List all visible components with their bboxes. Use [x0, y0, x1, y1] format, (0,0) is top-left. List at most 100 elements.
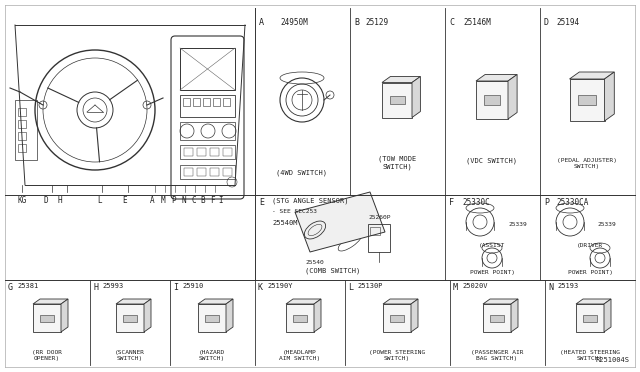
Text: (HEATED STEERING
SWITCH): (HEATED STEERING SWITCH): [560, 350, 620, 361]
Bar: [210, 148, 219, 156]
Text: M: M: [161, 196, 165, 205]
Bar: [18, 132, 26, 140]
Text: POWER POINT): POWER POINT): [470, 270, 515, 275]
Polygon shape: [411, 299, 418, 332]
Bar: [368, 224, 390, 252]
Text: 25339: 25339: [597, 222, 616, 228]
Text: 25260P: 25260P: [368, 215, 390, 220]
Text: E: E: [123, 196, 127, 205]
Bar: [583, 314, 597, 321]
Bar: [18, 120, 26, 128]
Text: 25993: 25993: [102, 283, 124, 289]
Bar: [210, 168, 219, 176]
Text: 25910: 25910: [182, 283, 204, 289]
Text: 25193: 25193: [557, 283, 579, 289]
Bar: [390, 314, 404, 321]
Text: E: E: [259, 198, 264, 207]
Polygon shape: [383, 299, 418, 304]
Polygon shape: [483, 304, 511, 332]
Text: 25540: 25540: [305, 260, 324, 265]
Polygon shape: [508, 74, 517, 119]
Bar: [213, 98, 220, 106]
Bar: [180, 145, 235, 159]
Text: 25339: 25339: [508, 222, 527, 228]
Polygon shape: [198, 299, 233, 304]
Polygon shape: [576, 304, 604, 332]
Text: D: D: [44, 196, 48, 205]
Text: B: B: [354, 18, 359, 27]
Text: M: M: [453, 283, 458, 292]
Bar: [15, 100, 37, 160]
Text: - SEE SEC253: - SEE SEC253: [272, 209, 317, 214]
Text: P: P: [544, 198, 549, 207]
Polygon shape: [286, 299, 321, 304]
Bar: [197, 168, 206, 176]
Text: (HEADLAMP
AIM SWITCH): (HEADLAMP AIM SWITCH): [280, 350, 321, 361]
Polygon shape: [33, 304, 61, 332]
Text: 25330CA: 25330CA: [556, 198, 588, 207]
Text: L: L: [348, 283, 353, 292]
Text: R251004S: R251004S: [596, 357, 630, 363]
Bar: [184, 148, 193, 156]
Bar: [18, 108, 26, 116]
Text: POWER POINT): POWER POINT): [568, 270, 612, 275]
Bar: [197, 148, 206, 156]
Polygon shape: [198, 304, 226, 332]
Text: 24950M: 24950M: [280, 18, 308, 27]
Bar: [579, 95, 596, 105]
Bar: [205, 314, 219, 321]
Text: (VDC SWITCH): (VDC SWITCH): [467, 158, 518, 164]
Text: (DRIVER: (DRIVER: [577, 243, 603, 248]
Bar: [293, 314, 307, 321]
Text: A: A: [259, 18, 264, 27]
Text: F: F: [210, 196, 214, 205]
Text: F: F: [449, 198, 454, 207]
Text: C: C: [449, 18, 454, 27]
Bar: [484, 95, 500, 105]
Bar: [180, 165, 235, 179]
Bar: [490, 314, 504, 321]
Polygon shape: [570, 72, 614, 79]
Polygon shape: [33, 299, 68, 304]
Text: (TOW MODE
SWITCH): (TOW MODE SWITCH): [378, 155, 416, 170]
Text: 25194: 25194: [556, 18, 579, 27]
Text: (PASSENGER AIR
BAG SWITCH): (PASSENGER AIR BAG SWITCH): [471, 350, 524, 361]
Polygon shape: [144, 299, 151, 332]
Text: (4WD SWITCH): (4WD SWITCH): [276, 170, 328, 176]
Polygon shape: [576, 299, 611, 304]
Bar: [390, 96, 404, 105]
Bar: [180, 48, 235, 90]
Text: (POWER STEERING
SWITCH): (POWER STEERING SWITCH): [369, 350, 425, 361]
Text: (ASSIST: (ASSIST: [479, 243, 505, 248]
Polygon shape: [382, 83, 412, 118]
Bar: [223, 168, 232, 176]
Bar: [180, 95, 235, 117]
Text: B: B: [201, 196, 205, 205]
Text: D: D: [544, 18, 549, 27]
Bar: [223, 148, 232, 156]
Text: 25540M: 25540M: [272, 220, 298, 226]
Text: 25381: 25381: [17, 283, 38, 289]
Polygon shape: [61, 299, 68, 332]
Text: P: P: [172, 196, 176, 205]
Text: 25130P: 25130P: [357, 283, 383, 289]
Text: N: N: [182, 196, 186, 205]
Polygon shape: [295, 192, 385, 252]
Text: 25190Y: 25190Y: [267, 283, 292, 289]
Text: (STG ANGLE SENSOR): (STG ANGLE SENSOR): [272, 198, 349, 205]
Text: C: C: [192, 196, 196, 205]
Bar: [18, 144, 26, 152]
Text: 25146M: 25146M: [463, 18, 491, 27]
Polygon shape: [570, 79, 605, 121]
Polygon shape: [314, 299, 321, 332]
Bar: [184, 168, 193, 176]
Text: L: L: [98, 196, 102, 205]
Bar: [183, 98, 190, 106]
Text: (HAZARD
SWITCH): (HAZARD SWITCH): [199, 350, 225, 361]
Polygon shape: [412, 77, 420, 118]
Bar: [123, 314, 137, 321]
Text: H: H: [93, 283, 98, 292]
Polygon shape: [511, 299, 518, 332]
Text: H: H: [58, 196, 62, 205]
Text: I: I: [219, 196, 223, 205]
